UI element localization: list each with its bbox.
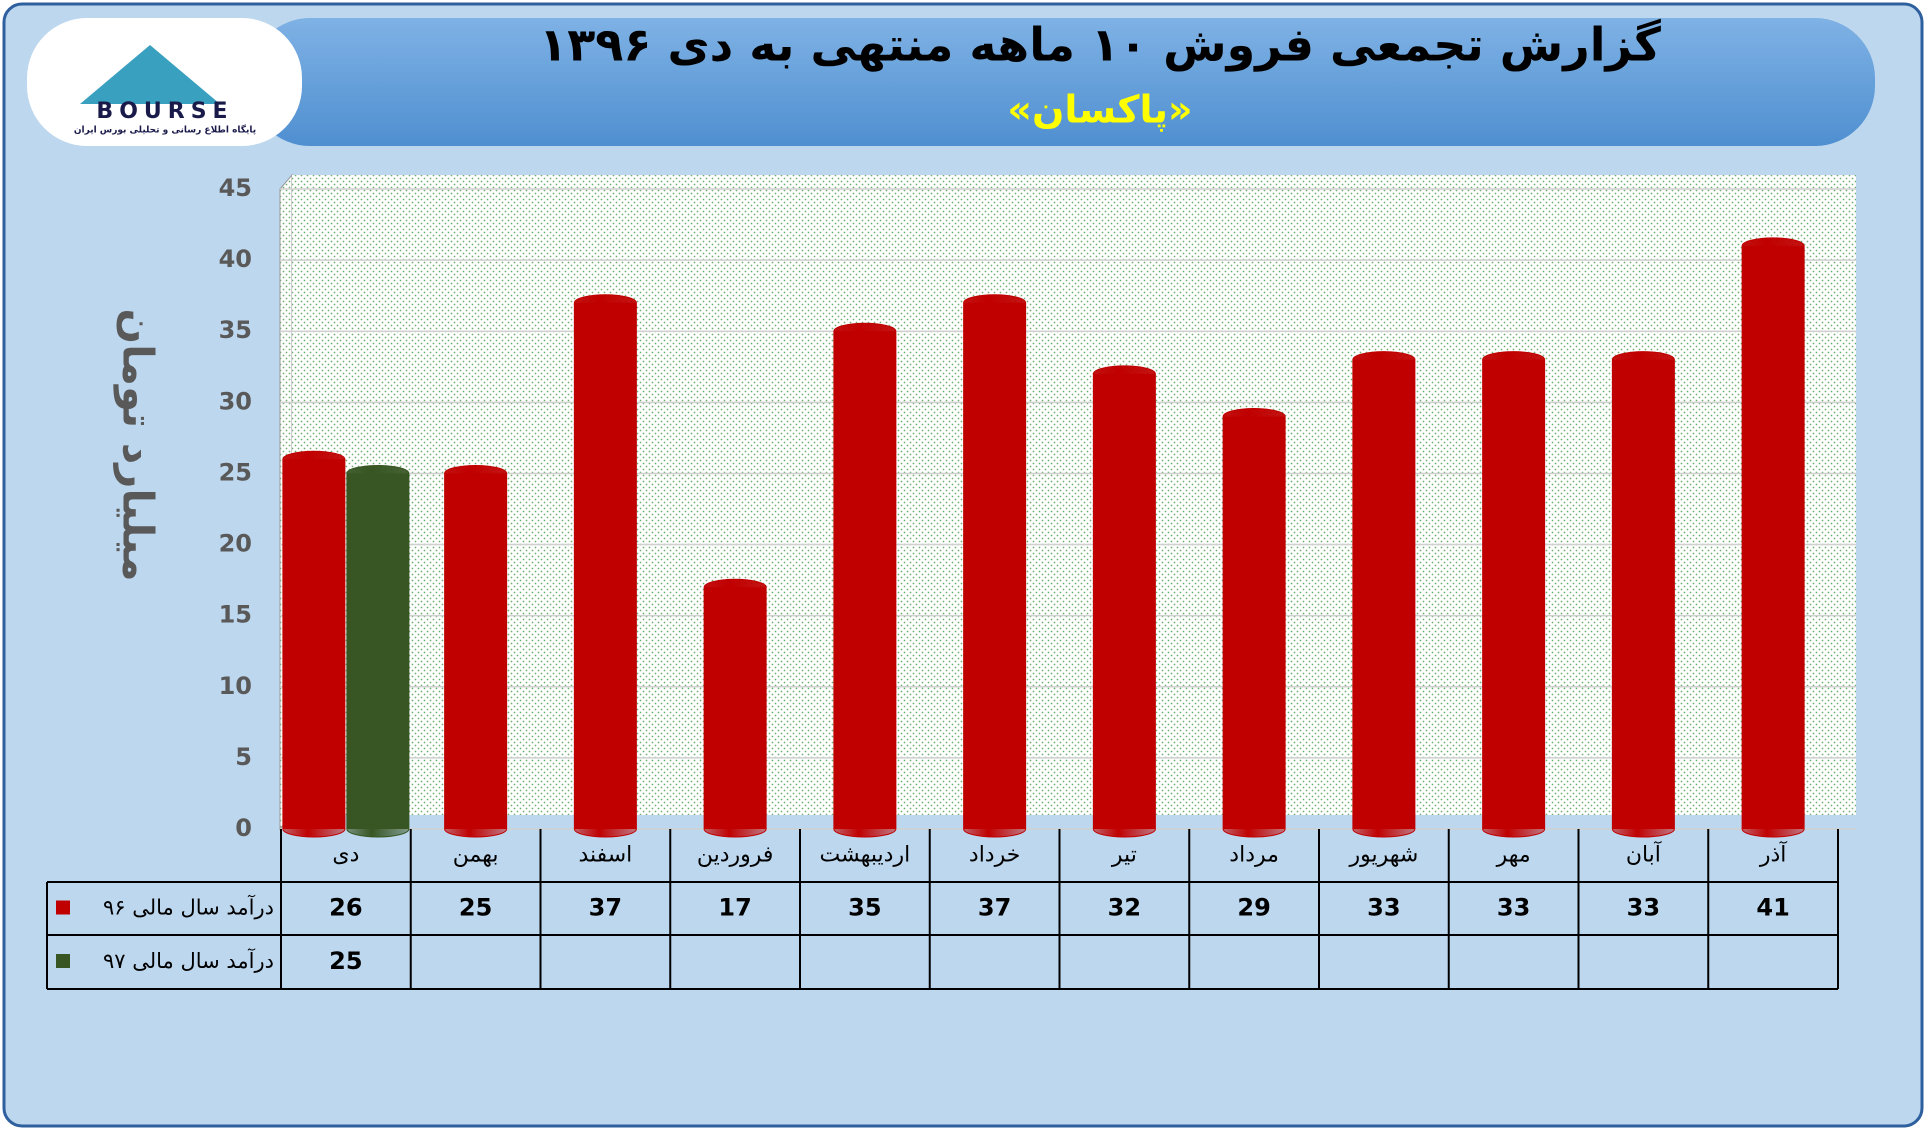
bar-top: [1742, 237, 1805, 254]
bar: [1741, 237, 1805, 838]
y-tick-label: 15: [219, 601, 252, 629]
bar-top: [1612, 351, 1675, 368]
x-tick-label: فروردین: [697, 843, 774, 868]
bar: [1222, 408, 1286, 838]
y-axis-label: میلیارد تومان: [113, 308, 163, 581]
table-value: 32: [1108, 894, 1141, 922]
y-tick-label: 35: [219, 316, 252, 344]
table-value: 17: [718, 894, 751, 922]
bar-top: [1093, 365, 1156, 382]
x-tick-label: آبان: [1626, 841, 1662, 868]
y-tick-label: 45: [219, 174, 252, 202]
bar-top: [1223, 408, 1286, 425]
legend-label: درآمد سال مالی ۹۶: [103, 895, 274, 920]
table-value: 33: [1497, 894, 1530, 922]
y-tick-label: 20: [219, 530, 252, 558]
x-tick-label: بهمن: [453, 843, 499, 868]
header-bar: [250, 18, 1875, 146]
bar: [703, 578, 767, 838]
bar-top: [574, 294, 637, 311]
y-tick-label: 0: [235, 814, 252, 842]
bar: [444, 464, 508, 838]
table-value: 37: [978, 894, 1011, 922]
table-value: 25: [329, 947, 362, 975]
x-tick-label: خرداد: [969, 843, 1020, 868]
bar: [282, 450, 346, 838]
table-value: 29: [1237, 894, 1270, 922]
legend-swatch: [56, 954, 70, 968]
table-value: 37: [589, 894, 622, 922]
table-value: 35: [848, 894, 881, 922]
bar-top: [346, 465, 409, 482]
plot-area: [292, 175, 1856, 815]
bar: [1092, 365, 1156, 838]
legend-label: درآمد سال مالی ۹۷: [103, 948, 274, 973]
y-tick-label: 30: [219, 387, 252, 415]
bar: [1482, 351, 1546, 838]
x-tick-label: مرداد: [1229, 843, 1279, 868]
logo-tagline: پایگاه اطلاع رسانی و تحلیلی بورس ایران: [74, 124, 256, 136]
y-tick-label: 10: [219, 672, 252, 700]
bar-top: [833, 323, 896, 340]
bar: [1611, 351, 1675, 838]
bar-top: [963, 294, 1026, 311]
table-value: 26: [329, 894, 362, 922]
bar: [833, 322, 897, 838]
bar-top: [1482, 351, 1545, 368]
y-tick-label: 40: [219, 245, 252, 273]
y-tick-label: 5: [235, 743, 252, 771]
bar: [963, 294, 1027, 838]
x-tick-label: اردیبهشت: [820, 843, 911, 868]
x-tick-label: شهریور: [1348, 843, 1418, 868]
x-tick-label: تیر: [1111, 843, 1137, 868]
logo-shape: [80, 45, 220, 104]
table-value: 33: [1627, 894, 1660, 922]
bar-top: [444, 465, 507, 482]
bar: [346, 464, 410, 838]
x-tick-label: آذر: [1759, 841, 1787, 868]
bar-top: [1352, 351, 1415, 368]
bar-top: [282, 451, 345, 468]
y-tick-label: 25: [219, 458, 252, 486]
x-tick-label: اسفند: [578, 843, 632, 868]
bar-top: [704, 579, 767, 596]
legend-swatch: [56, 900, 70, 915]
table-value: 33: [1367, 894, 1400, 922]
chart-title: گزارش تجمعی فروش ۱۰ ماهه منتهی به دی ۱۳۹…: [539, 18, 1661, 72]
bar: [573, 294, 637, 838]
table-value: 41: [1756, 894, 1789, 922]
bar: [1352, 351, 1416, 838]
table-value: 25: [459, 894, 492, 922]
x-tick-label: مهر: [1496, 843, 1531, 868]
chart-subtitle: «پاکسان»: [1007, 88, 1192, 132]
x-tick-label: دی: [332, 843, 359, 868]
logo-name: BOURSE: [96, 99, 233, 124]
